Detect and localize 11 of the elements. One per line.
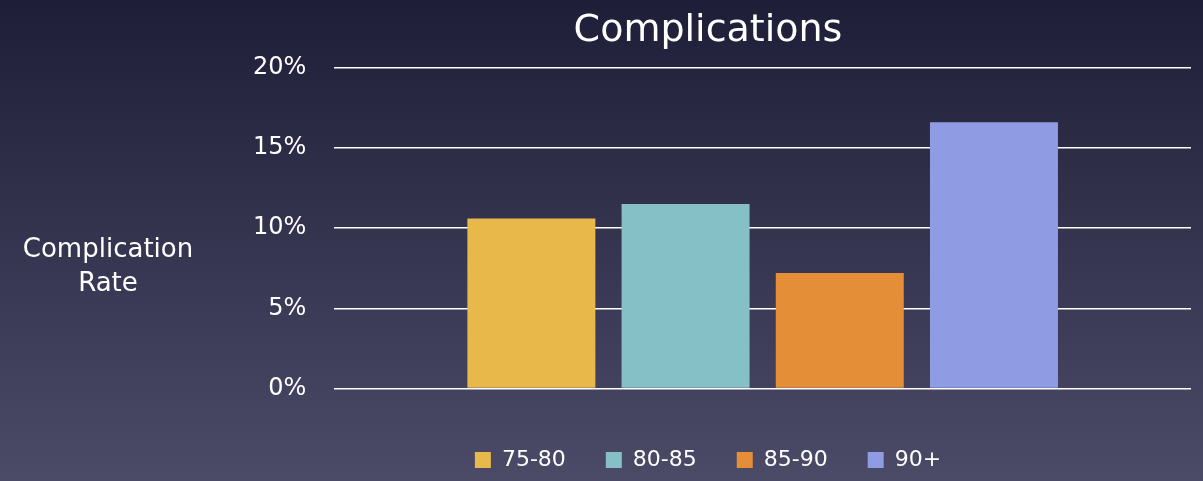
y-tick-label: 20% <box>253 51 307 80</box>
legend-label: 75-80 <box>501 445 566 471</box>
y-tick-label: 5% <box>268 292 307 321</box>
y-axis-title: Complication Rate <box>21 232 195 299</box>
legend-label: 80-85 <box>632 445 697 471</box>
legend-label: 90+ <box>894 445 942 471</box>
y-tick-label: 15% <box>253 132 307 161</box>
y-tick-label: 10% <box>253 212 307 241</box>
legend-label: 85-90 <box>763 445 828 471</box>
chart-title: Complications <box>573 5 843 50</box>
y-tick-label: 0% <box>268 372 307 401</box>
